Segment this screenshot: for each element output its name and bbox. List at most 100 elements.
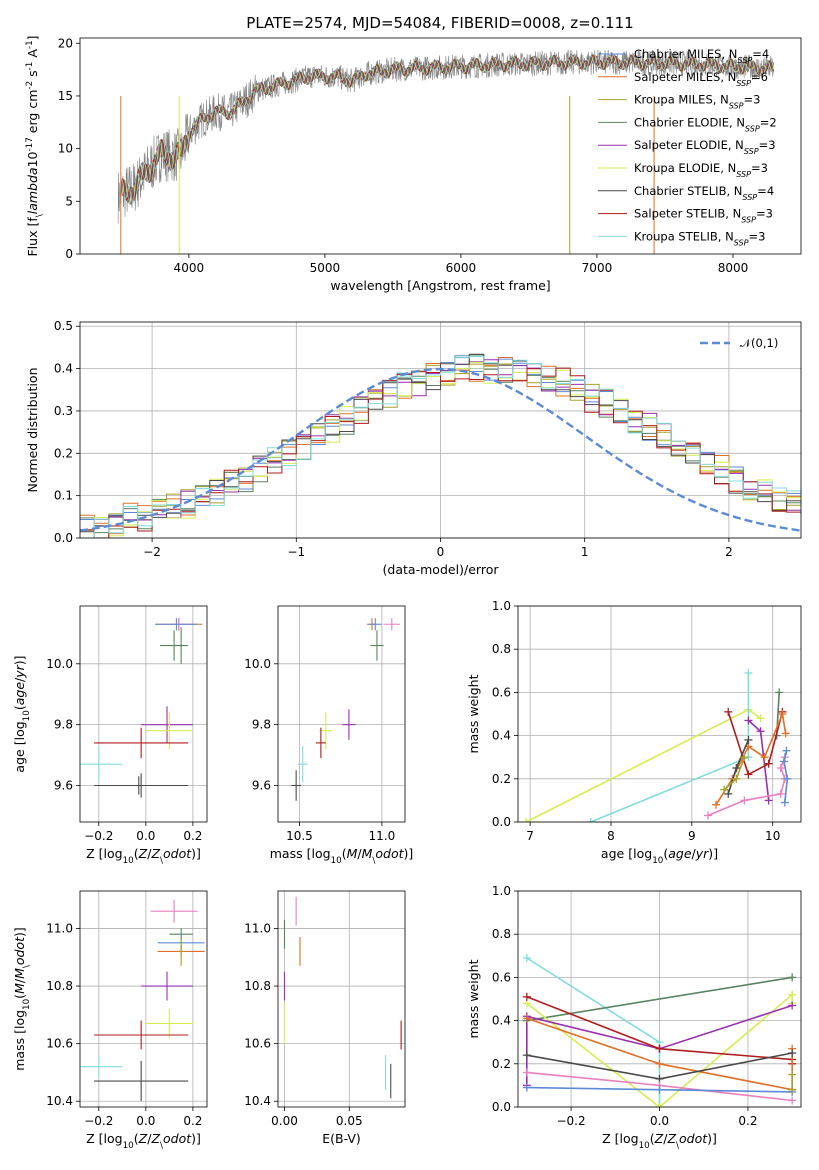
axes-frame xyxy=(517,605,802,823)
axes-frame xyxy=(79,890,208,1108)
plus-marker xyxy=(764,759,773,768)
error-bar-point xyxy=(141,971,193,1001)
x-tick-label: 6000 xyxy=(446,261,477,275)
plot-area xyxy=(80,899,205,1102)
x-tick-label: 0.2 xyxy=(738,1114,757,1128)
axes: 0.00 0.05 10.4 10.6 10.8 11.0 E(B-V) xyxy=(244,890,406,1146)
x-tick-label: 10 xyxy=(765,829,780,843)
y-tick-label: 20 xyxy=(58,36,73,50)
plus-marker xyxy=(522,1014,531,1023)
y-tick-label: 0.3 xyxy=(54,404,73,418)
plus-marker xyxy=(522,1051,531,1060)
x-tick-label: −2 xyxy=(143,545,161,559)
legend-label: Chabrier MILES, NSSP=4 xyxy=(634,47,769,65)
error-bar-point xyxy=(297,745,308,783)
plus-marker xyxy=(744,735,753,744)
y-tick-label: 0.0 xyxy=(492,1100,511,1114)
y-tick-label: 0.8 xyxy=(492,927,511,941)
plus-marker xyxy=(788,973,797,982)
plus-marker xyxy=(788,1070,797,1079)
x-tick-label: 2 xyxy=(725,545,733,559)
plus-marker xyxy=(756,714,765,723)
axes: −0.2 0.0 0.2 0.0 0.2 0.4 0.6 0.8 1.0 Z [log10(Z/Z… xyxy=(466,884,802,1151)
error-bar-point xyxy=(80,745,123,783)
error-bar-point xyxy=(291,770,302,801)
legend-label: Kroupa ELODIE, NSSP=3 xyxy=(634,161,768,179)
plus-marker xyxy=(740,753,749,762)
legend-label: Kroupa STELIB, NSSP=3 xyxy=(634,229,765,247)
legend: Chabrier MILES, NSSP=4 Salpeter MILES, NS… xyxy=(598,47,777,247)
error-bar-point xyxy=(368,618,382,631)
y-tick-label: 10.6 xyxy=(244,1037,271,1051)
model-spectrum xyxy=(120,54,775,203)
plus-marker xyxy=(655,1059,664,1068)
histogram-series xyxy=(80,355,801,527)
error-bar-point xyxy=(370,630,384,661)
plus-marker xyxy=(744,716,753,725)
legend-label: Chabrier ELODIE, NSSP=2 xyxy=(634,115,777,132)
plot-area xyxy=(80,618,203,798)
y-tick-label: 10.4 xyxy=(46,1094,73,1108)
y-axis-label: mass weight xyxy=(466,959,481,1038)
plus-marker xyxy=(776,764,785,772)
mass-weight-series xyxy=(783,750,789,803)
plus-marker xyxy=(760,753,769,762)
plot-area xyxy=(522,953,797,1107)
axes-frame xyxy=(79,321,802,539)
y-tick-label: 0.0 xyxy=(54,531,73,545)
plus-marker xyxy=(776,789,785,798)
legend-label: Salpeter ELODIE, NSSP=3 xyxy=(634,138,776,156)
plus-marker xyxy=(655,1044,664,1053)
legend-label: Chabrier STELIB, NSSP=4 xyxy=(634,184,774,202)
plus-marker xyxy=(788,990,797,999)
y-tick-label: 0.2 xyxy=(492,772,511,786)
y-tick-label: 0.6 xyxy=(492,970,511,984)
axes: −0.2 0.0 0.2 10.4 10.6 10.8 11.0 Z [log10(Z/Z\o… xyxy=(12,890,208,1151)
x-tick-label: 0.2 xyxy=(183,1114,202,1128)
x-tick-label: 0.0 xyxy=(136,829,155,843)
legend-label: 𝒩(0,1) xyxy=(740,336,778,350)
error-bar-point xyxy=(342,709,356,740)
error-bar-point xyxy=(315,727,326,759)
y-tick-label: 0.4 xyxy=(492,729,511,743)
x-tick-label: 0.00 xyxy=(271,1114,298,1128)
plus-marker xyxy=(744,668,753,677)
x-axis-label: wavelength [Angstrom, rest frame] xyxy=(330,278,550,293)
normal-curve xyxy=(80,367,801,532)
x-tick-label: 0.2 xyxy=(183,829,202,843)
error-bar-point xyxy=(145,712,193,749)
plus-marker xyxy=(778,710,787,718)
mass-weight-series xyxy=(590,673,750,822)
plus-marker xyxy=(782,746,791,755)
legend: 𝒩(0,1) xyxy=(700,336,778,350)
legend-label: Salpeter MILES, NSSP=6 xyxy=(634,70,768,88)
y-axis-label: mass weight xyxy=(466,674,481,753)
y-tick-label: 11.0 xyxy=(46,921,73,935)
plot-area xyxy=(291,618,401,801)
plot-area xyxy=(117,49,775,254)
axes-frame xyxy=(79,605,208,823)
x-tick-label: 5000 xyxy=(310,261,341,275)
plus-marker xyxy=(788,1049,797,1057)
plus-marker xyxy=(586,818,595,822)
error-bar-point xyxy=(159,630,189,661)
legend-label: Kroupa MILES, NSSP=3 xyxy=(634,93,760,111)
x-axis-label: Z [log10(Z/Z\odot)] xyxy=(602,1131,717,1151)
plus-marker xyxy=(788,1085,797,1094)
plus-marker xyxy=(522,818,531,822)
axes: −0.2 0.0 0.2 9.6 9.8 10.0 Z [log10(Z/Z\odot)] a… xyxy=(12,605,208,866)
plus-marker xyxy=(712,800,721,809)
plus-marker xyxy=(704,811,713,820)
y-tick-label: 9.8 xyxy=(54,718,73,732)
y-axis-label: Flux [f\lambda10-17 erg cm-2 s-1 A-1] xyxy=(25,35,45,256)
x-tick-label: 0 xyxy=(437,545,445,559)
error-bar-point xyxy=(178,937,184,966)
plus-marker xyxy=(720,785,729,794)
y-tick-label: 10.4 xyxy=(244,1094,271,1108)
error-bar-point xyxy=(150,899,198,923)
y-tick-label: 0.4 xyxy=(54,362,73,376)
axes-frame xyxy=(517,890,802,1108)
x-axis-label: (data-model)/error xyxy=(383,562,500,577)
y-tick-label: 0.4 xyxy=(492,1014,511,1028)
x-tick-label: 11.0 xyxy=(369,829,396,843)
